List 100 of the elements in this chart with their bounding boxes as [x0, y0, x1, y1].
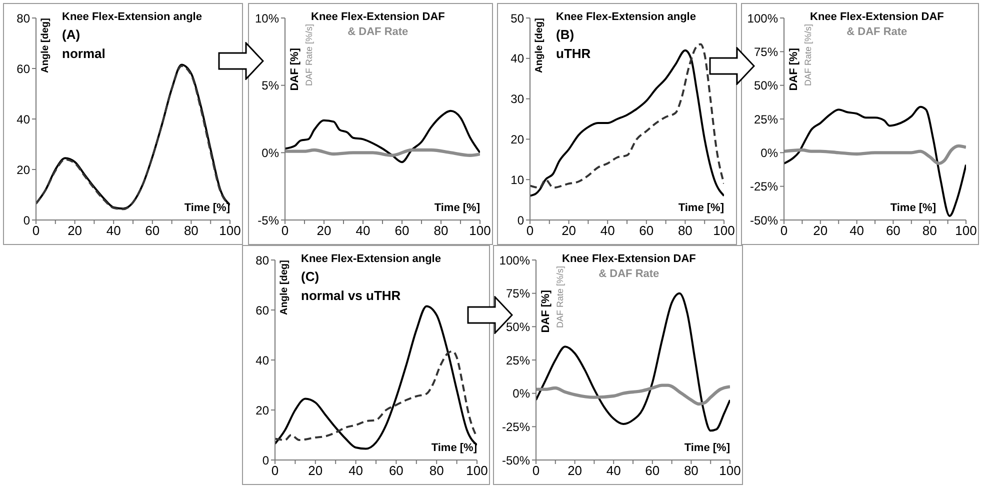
- x-tick-label: 100: [955, 223, 977, 238]
- chart-title: Knee Flex-Extension angle: [62, 10, 202, 25]
- y-tick-label: 10%: [254, 11, 280, 26]
- y2-axis-title: DAF Rate [%/s]: [554, 266, 566, 328]
- x-axis-title: Time [%]: [434, 202, 480, 214]
- x-tick-label: 100: [719, 463, 741, 478]
- y-tick-label: 20: [256, 403, 270, 418]
- x-tick-label: 80: [429, 463, 444, 478]
- x-tick-label: 0: [780, 223, 788, 238]
- y-tick-label: 75%: [506, 286, 530, 301]
- y-axis-title: Angle [deg]: [39, 18, 52, 73]
- text: & DAF Rate: [846, 26, 908, 38]
- x-axis-title: Time [%]: [678, 202, 724, 214]
- y-tick-label: 80: [256, 253, 270, 268]
- y-tick-label: 80: [16, 11, 30, 26]
- y-axis-title: Angle [deg]: [533, 18, 546, 73]
- chart-title: Knee Flex-Extension angle: [301, 252, 441, 267]
- y-tick-label: 40: [510, 52, 524, 66]
- x-tick-label: 40: [850, 223, 864, 238]
- annotation: normal: [62, 45, 106, 63]
- y-tick-label: -25%: [502, 420, 530, 434]
- y-tick-label: 20: [16, 162, 30, 177]
- y-tick-label: 75%: [754, 44, 778, 59]
- y-tick-label: 0%: [760, 146, 778, 160]
- y2-axis-title: DAF Rate [%/s]: [802, 24, 814, 86]
- x-tick-label: 20: [316, 223, 332, 238]
- x-tick-label: 60: [639, 223, 654, 238]
- y-tick-label: 100%: [747, 11, 778, 26]
- x-tick-label: 100: [219, 223, 241, 238]
- y-tick-label: 40: [256, 353, 270, 368]
- x-axis-title: Time [%]: [684, 442, 730, 454]
- x-tick-label: 20: [813, 223, 828, 238]
- y-tick-label: 100%: [499, 253, 530, 268]
- x-tick-label: 60: [645, 463, 660, 478]
- y-tick-label: 50: [510, 11, 524, 26]
- y-tick-label: 40: [16, 112, 30, 126]
- x-tick-label: 40: [606, 463, 621, 478]
- y-tick-label: 25%: [506, 353, 530, 368]
- y-tick-label: 10: [510, 172, 524, 187]
- x-tick-label: 0: [532, 463, 540, 478]
- y-tick-label: 20: [510, 132, 524, 146]
- y-tick-label: 60: [256, 303, 270, 318]
- y-tick-label: 60: [16, 62, 30, 76]
- y-axis-title: DAF [%]: [288, 48, 302, 91]
- x-axis-title: Time [%]: [184, 202, 230, 214]
- x-tick-label: 0: [32, 223, 40, 238]
- x-tick-label: 20: [308, 463, 323, 478]
- annotation: normal vs uTHR: [301, 287, 402, 305]
- x-tick-label: 20: [562, 223, 576, 238]
- line-series: [275, 350, 477, 441]
- line-series: [784, 106, 966, 217]
- x-tick-label: 40: [356, 223, 370, 238]
- y-tick-label: 0: [517, 213, 524, 228]
- x-tick-label: 60: [388, 463, 404, 478]
- y-axis-title: Angle [deg]: [278, 260, 291, 315]
- chart-title: Knee Flex-Extension DAF: [311, 10, 445, 24]
- y-tick-label: -50%: [502, 453, 530, 468]
- text: & DAF Rate: [598, 268, 660, 280]
- y-tick-label: 0%: [262, 146, 280, 160]
- x-tick-label: 100: [466, 463, 488, 478]
- x-tick-label: 20: [568, 463, 582, 478]
- y-tick-label: 0: [23, 213, 30, 228]
- x-tick-label: 20: [68, 223, 82, 238]
- y-tick-label: 50%: [754, 78, 778, 93]
- annotation: (A): [62, 26, 82, 44]
- line-series: [285, 110, 480, 164]
- x-tick-label: 40: [600, 223, 615, 238]
- y2-axis-title: DAF Rate [%/s]: [303, 24, 315, 86]
- x-axis-title: Time [%]: [890, 202, 936, 214]
- y-tick-label: 50%: [506, 320, 530, 334]
- y-tick-label: -25%: [750, 180, 778, 194]
- line-series: [784, 144, 966, 166]
- chart-title: Knee Flex-Extension angle: [556, 10, 696, 25]
- y-tick-label: -5%: [258, 213, 280, 228]
- y-tick-label: 30: [510, 92, 524, 106]
- x-tick-label: 80: [922, 223, 937, 238]
- chart-title: Knee Flex-Extension DAF: [810, 10, 944, 24]
- x-tick-label: 80: [184, 223, 198, 238]
- text: & DAF Rate: [348, 26, 408, 38]
- y-axis-title: DAF [%]: [787, 48, 801, 91]
- x-tick-label: 60: [394, 223, 410, 238]
- x-tick-label: 80: [434, 223, 448, 238]
- y-tick-label: 25%: [754, 112, 778, 126]
- x-tick-label: 80: [678, 223, 692, 238]
- x-tick-label: 100: [469, 223, 491, 238]
- annotation: uTHR: [556, 45, 592, 63]
- y-axis-title: DAF [%]: [539, 290, 553, 333]
- y-tick-label: -50%: [750, 213, 778, 228]
- y-tick-label: 0%: [512, 386, 530, 401]
- x-tick-label: 60: [145, 223, 160, 238]
- x-tick-label: 100: [713, 223, 735, 238]
- chart-title: Knee Flex-Extension DAF: [562, 252, 696, 266]
- annotation: (C): [301, 268, 320, 286]
- annotation: (B): [556, 26, 576, 44]
- line-series: [536, 384, 730, 406]
- x-tick-label: 40: [106, 223, 121, 238]
- y-tick-label: 5%: [262, 78, 280, 93]
- x-tick-label: 60: [886, 223, 900, 238]
- x-tick-label: 0: [281, 223, 289, 238]
- x-tick-label: 40: [348, 463, 364, 478]
